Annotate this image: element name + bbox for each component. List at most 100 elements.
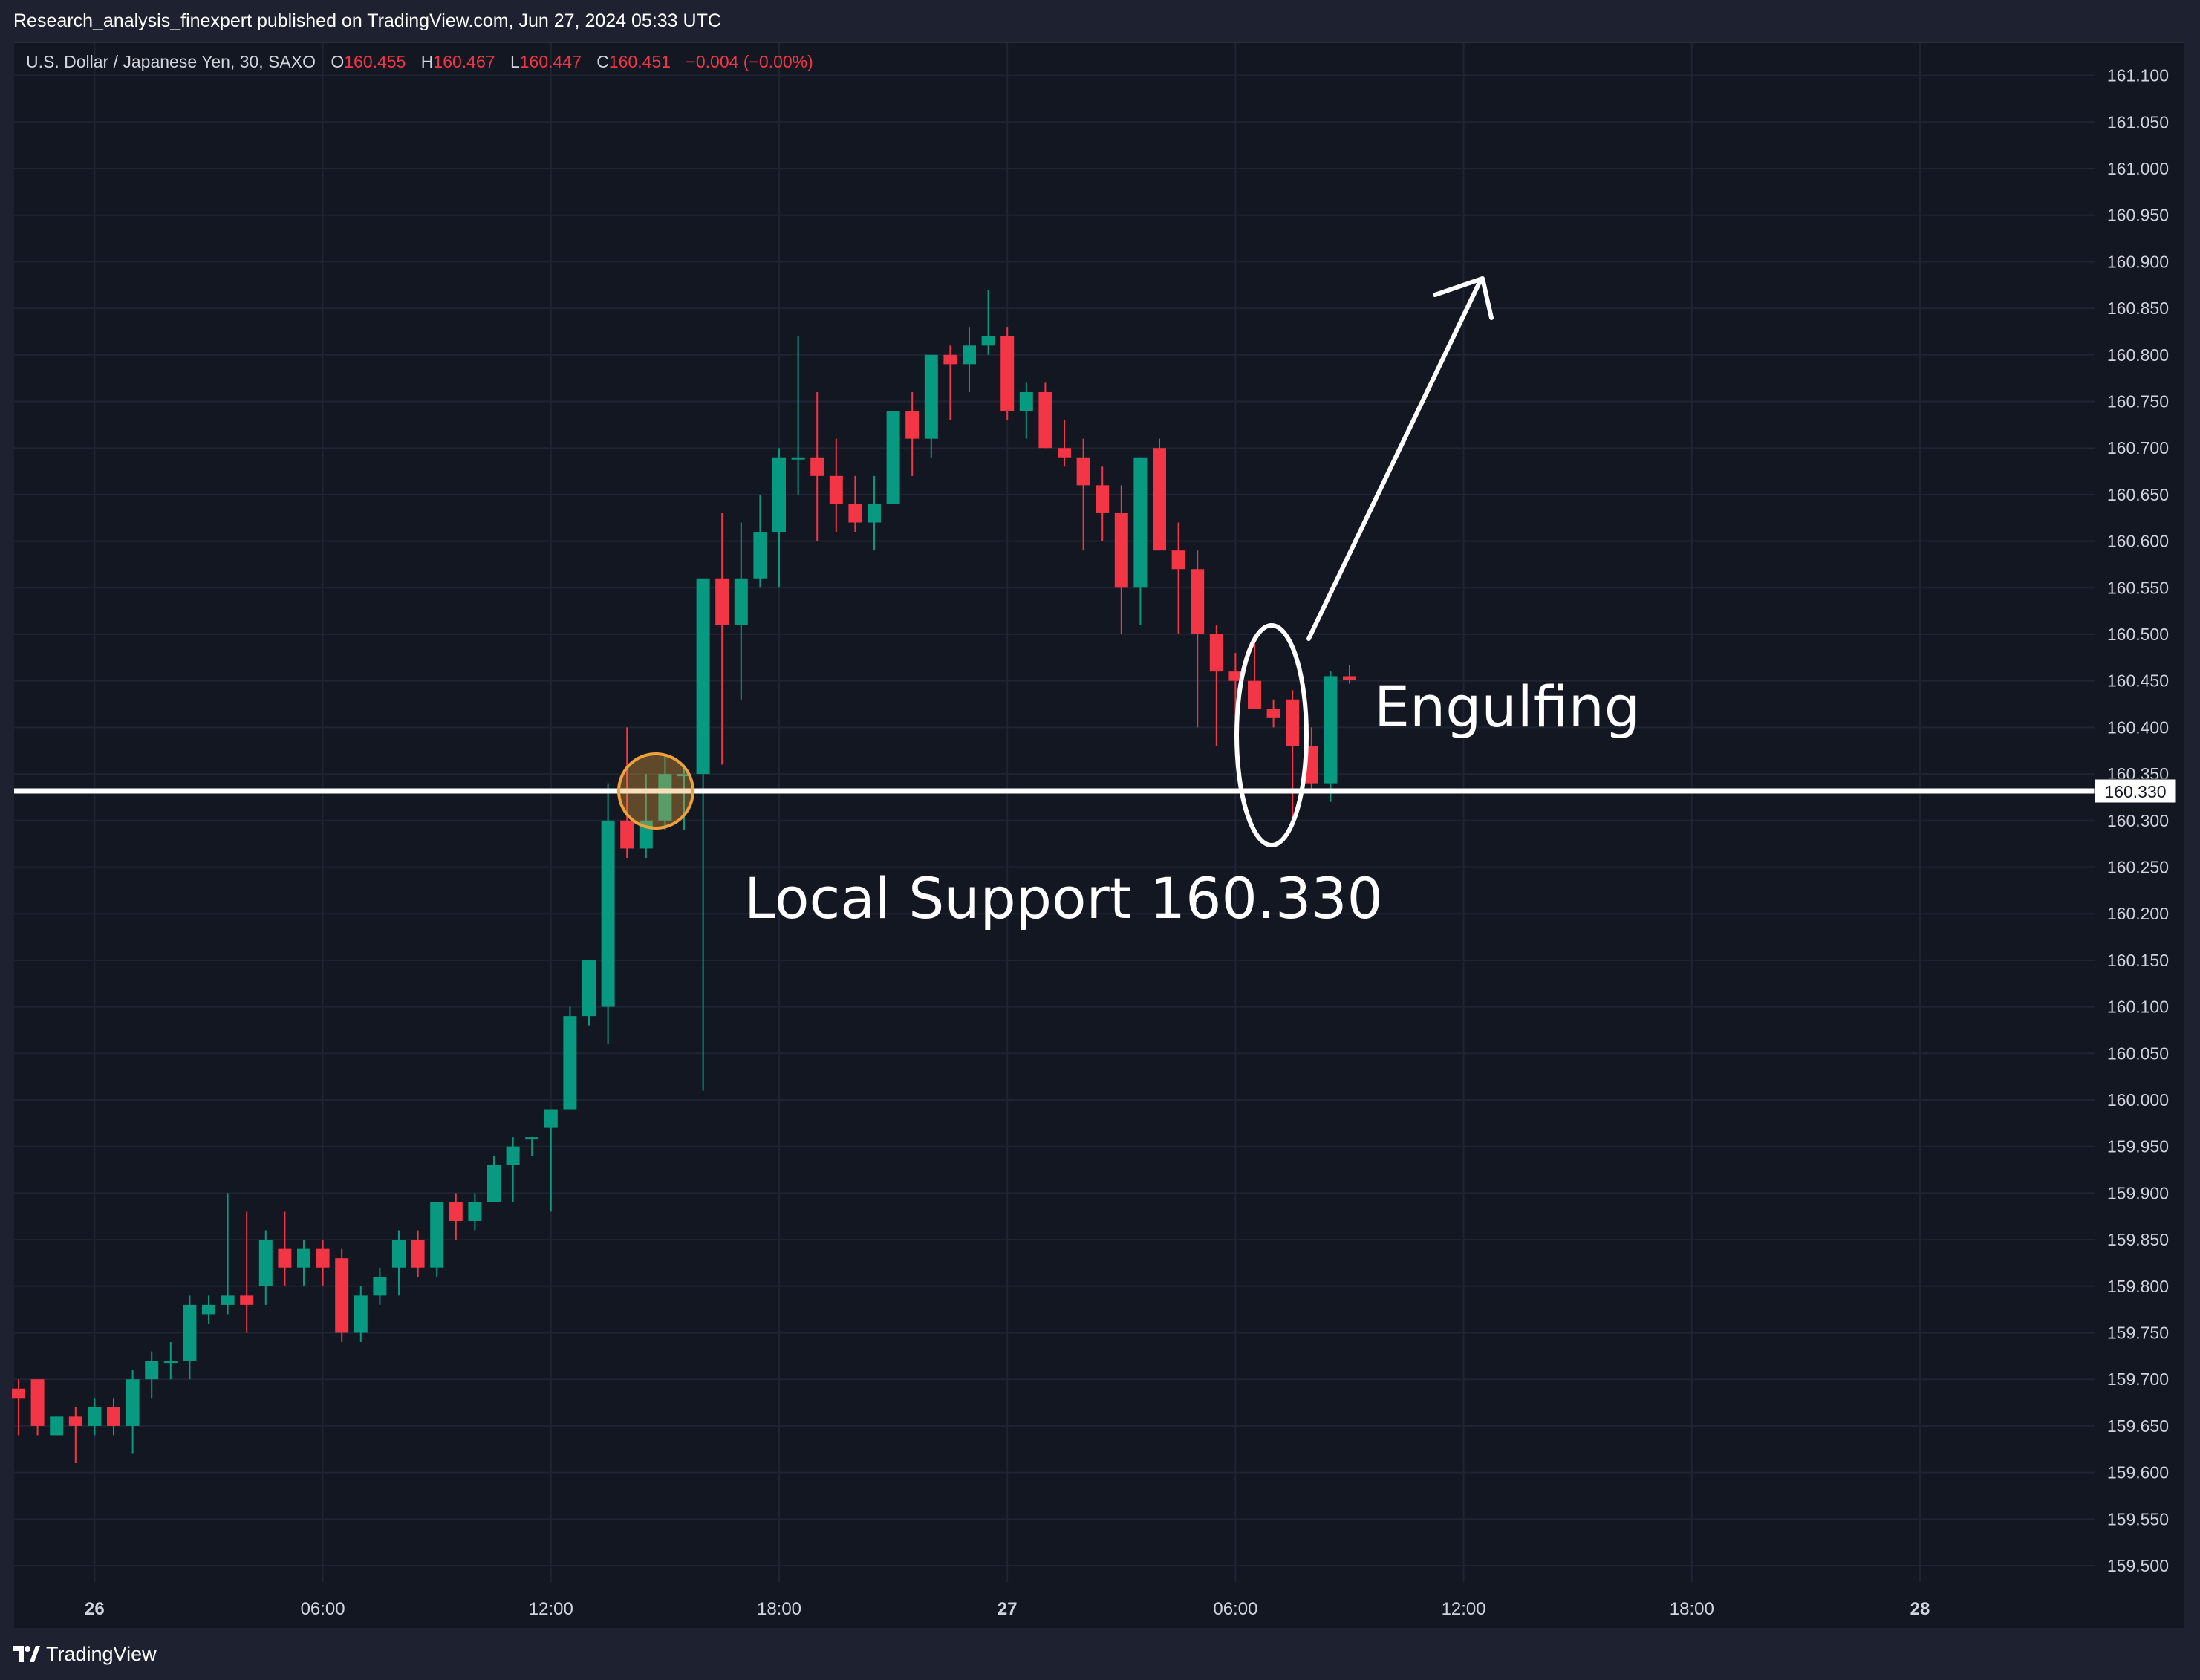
- candle-body: [1191, 569, 1205, 634]
- candle-body: [107, 1407, 120, 1426]
- candle-body: [1324, 676, 1338, 784]
- candle-body: [1096, 485, 1110, 513]
- candle-body: [392, 1240, 406, 1268]
- y-tick-label: 159.600: [2107, 1463, 2169, 1482]
- candle-body: [354, 1295, 368, 1333]
- candle-body: [449, 1202, 463, 1222]
- y-tick-label: 159.900: [2107, 1183, 2169, 1202]
- y-tick-label: 160.650: [2107, 485, 2169, 504]
- y-tick-label: 161.000: [2107, 159, 2169, 178]
- y-tick-label: 159.650: [2107, 1416, 2169, 1436]
- y-tick-label: 160.750: [2107, 392, 2169, 411]
- y-tick-label: 160.400: [2107, 717, 2169, 737]
- price-axis: 161.100 161.050 161.000 160.950 160.900 160.8…: [2107, 66, 2169, 1575]
- chart-pane[interactable]: [14, 42, 2184, 1628]
- engulfing-annotation: Engulfing: [1374, 674, 1640, 740]
- candle-body: [1058, 448, 1071, 458]
- candle-body: [886, 411, 900, 504]
- candle-body: [1076, 457, 1090, 486]
- candle-body: [430, 1202, 444, 1268]
- x-tick-label: 26: [85, 1599, 105, 1619]
- candle-body: [905, 411, 920, 439]
- y-tick-label: 160.950: [2107, 206, 2169, 225]
- candle-body: [1248, 680, 1261, 709]
- candle-body: [68, 1416, 82, 1426]
- footer-bar: [0, 1628, 2200, 1680]
- candle-body: [1228, 671, 1243, 681]
- candle-body: [601, 820, 615, 1007]
- candle-body: [848, 504, 862, 523]
- brand-name: TradingView: [46, 1642, 157, 1665]
- candle-body: [163, 1361, 178, 1364]
- low-label: L: [510, 52, 520, 71]
- candle-body: [1286, 699, 1300, 746]
- y-tick-label: 159.750: [2107, 1324, 2169, 1343]
- candle-body: [1171, 550, 1185, 570]
- candle-body: [506, 1146, 520, 1165]
- candle-body: [183, 1304, 197, 1361]
- y-tick-label: 160.450: [2107, 671, 2169, 691]
- y-tick-label: 160.550: [2107, 578, 2169, 597]
- candle-body: [734, 578, 748, 625]
- y-tick-label: 159.700: [2107, 1370, 2169, 1389]
- x-tick-label: 28: [1910, 1599, 1930, 1619]
- candle-body: [258, 1240, 273, 1286]
- price-label-box: [2094, 778, 2177, 804]
- candle-body: [316, 1248, 330, 1268]
- tradingview-logo[interactable]: TradingView: [13, 1641, 157, 1667]
- symbol-name: U.S. Dollar / Japanese Yen, 30, SAXO: [26, 52, 316, 71]
- x-tick-label: 18:00: [1670, 1599, 1714, 1619]
- y-tick-label: 160.900: [2107, 252, 2169, 271]
- candle-body: [1304, 746, 1318, 784]
- candle-body: [1000, 336, 1015, 411]
- candle-body: [924, 354, 938, 439]
- candles: [12, 290, 1356, 1464]
- y-tick-label: 159.550: [2107, 1509, 2169, 1528]
- y-tick-label: 160.300: [2107, 811, 2169, 830]
- candle-body: [335, 1258, 349, 1333]
- candle-body: [50, 1416, 64, 1436]
- candle-body: [1153, 448, 1166, 551]
- y-tick-label: 160.100: [2107, 997, 2169, 1017]
- highlight-circle: [617, 752, 694, 830]
- candle-body: [1038, 391, 1052, 449]
- annotations: Local Support 160.330 Engulfing: [14, 276, 2095, 931]
- y-tick-label: 160.850: [2107, 299, 2169, 318]
- candle-body: [145, 1361, 159, 1380]
- tradingview-icon: [13, 1646, 40, 1662]
- candle-body: [88, 1407, 102, 1426]
- y-tick-label: 161.050: [2107, 112, 2169, 131]
- candle-body: [297, 1248, 310, 1268]
- x-tick-label: 18:00: [757, 1599, 801, 1619]
- candle-body: [753, 532, 767, 579]
- close-label: C: [596, 52, 609, 71]
- price-label-text: 160.330: [2104, 782, 2166, 801]
- y-tick-label: 160.050: [2107, 1044, 2169, 1063]
- candle-body: [1209, 634, 1223, 672]
- candle-body: [696, 578, 710, 775]
- x-tick-label: 27: [998, 1599, 1018, 1619]
- y-tick-label: 160.200: [2107, 904, 2169, 923]
- candle-body: [1343, 676, 1356, 680]
- publish-header: Research_analysis_finexpert published on…: [0, 0, 2200, 43]
- candle-body: [677, 774, 691, 777]
- candle-body: [563, 1016, 577, 1110]
- publish-info: Research_analysis_finexpert published on…: [13, 10, 721, 31]
- candle-body: [963, 345, 976, 365]
- candle-body: [278, 1248, 292, 1268]
- candle-body: [715, 578, 729, 625]
- engulfing-ellipse: [1234, 623, 1309, 847]
- candle-body: [240, 1295, 254, 1305]
- candle-body: [12, 1388, 25, 1399]
- arrow-head: [1433, 276, 1494, 320]
- y-tick-label: 160.150: [2107, 951, 2169, 970]
- high-label: H: [420, 52, 434, 71]
- y-tick-label: 160.800: [2107, 345, 2169, 365]
- candle-body: [1133, 457, 1148, 588]
- candle-body: [373, 1277, 387, 1296]
- open-value: 160.455: [344, 52, 406, 71]
- candle-body: [1266, 709, 1280, 718]
- candle-body: [582, 960, 596, 1017]
- support-annotation: Local Support 160.330: [744, 865, 1383, 931]
